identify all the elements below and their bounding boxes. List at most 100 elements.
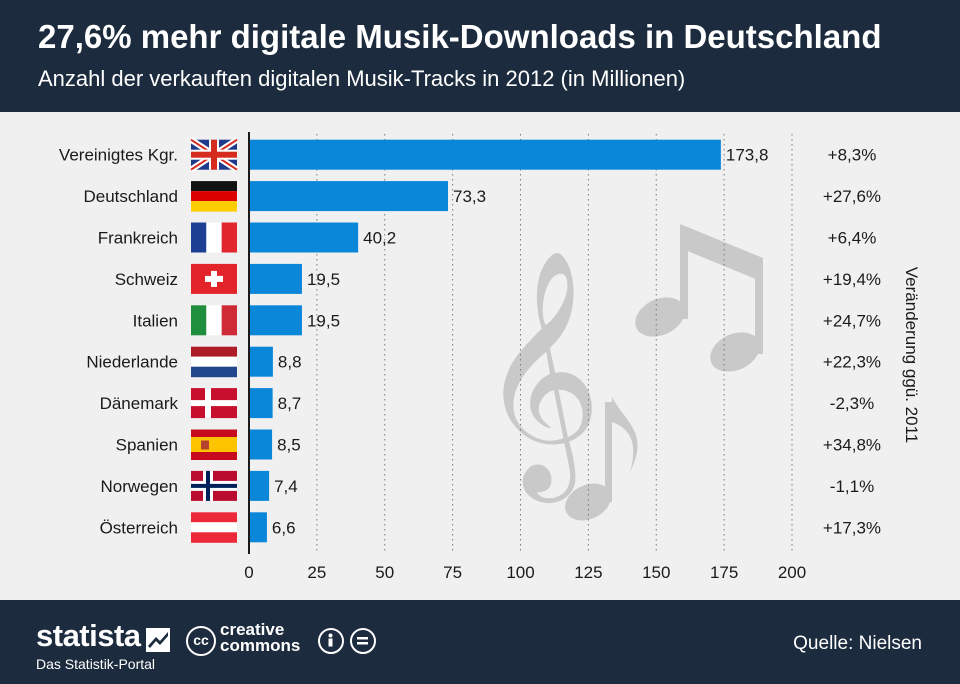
category-label: Italien (133, 311, 178, 330)
change-label: +24,7% (823, 311, 881, 330)
bar (249, 346, 273, 377)
x-tick-label: 150 (642, 563, 670, 582)
flag-part (191, 346, 237, 357)
flag-part (206, 305, 222, 336)
category-label: Norwegen (101, 477, 179, 496)
statista-tagline: Das Statistik-Portal (36, 656, 156, 672)
bar (249, 263, 302, 294)
value-label: 7,4 (274, 477, 298, 496)
value-label: 73,3 (453, 187, 486, 206)
bar (249, 222, 359, 253)
flag-netherlands-icon (191, 346, 237, 378)
note-stem (605, 402, 612, 502)
treble-clef-icon: 𝄞 (478, 247, 602, 503)
note-beam (680, 224, 763, 282)
flag-part (191, 201, 237, 212)
flag-part (201, 440, 209, 450)
flag-austria-icon (191, 512, 237, 543)
change-label: +22,3% (823, 353, 881, 372)
flag-part (221, 222, 237, 253)
change-label: +34,8% (823, 436, 881, 455)
music-notes-decoration: 𝄞 (478, 224, 763, 521)
category-label: Spanien (116, 436, 178, 455)
footer: statista Das Statistik-Portal cc creativ… (0, 600, 960, 684)
category-label: Österreich (100, 518, 178, 537)
flag-part (191, 222, 207, 253)
flag-part (191, 452, 237, 460)
creative-commons-label: creative commons (220, 620, 301, 655)
x-tick-label: 175 (710, 563, 738, 582)
attribution-icon[interactable] (318, 628, 344, 654)
beamed-note-icon (635, 224, 763, 372)
category-label: Niederlande (86, 353, 178, 372)
value-label: 8,7 (278, 394, 302, 413)
flag-part (191, 400, 237, 407)
value-label: 19,5 (307, 270, 340, 289)
cc-label-line-1: creative (220, 620, 285, 639)
flag-norway-icon (191, 470, 237, 501)
music-note-icon (565, 397, 638, 521)
flag-part (206, 222, 222, 253)
bar (249, 139, 721, 170)
x-tick-label: 125 (574, 563, 602, 582)
bar (249, 512, 267, 543)
x-tick-label: 100 (506, 563, 534, 582)
change-label: -2,3% (830, 394, 874, 413)
note-flag (612, 397, 638, 472)
change-label: +8,3% (828, 146, 877, 165)
change-axis-label: Veränderung ggü. 2011 (902, 267, 921, 443)
change-label: +27,6% (823, 187, 881, 206)
change-label: +6,4% (828, 229, 877, 248)
x-tick-label: 75 (443, 563, 462, 582)
flag-part (191, 191, 237, 202)
category-label: Schweiz (115, 270, 178, 289)
note-head (710, 332, 760, 372)
flag-part (205, 275, 223, 282)
value-label: 6,6 (272, 518, 296, 537)
category-label: Deutschland (83, 187, 178, 206)
category-label: Frankreich (98, 229, 178, 248)
flag-germany-icon (191, 181, 237, 212)
creative-commons-icon[interactable]: cc (186, 626, 216, 656)
change-label: -1,1% (830, 477, 874, 496)
chart-area: 𝄞 0 25 50 75 100 125 150 175 200 Vereinigtes Kgr. 1… (0, 112, 960, 600)
cc-label-line-2: commons (220, 636, 301, 655)
flag-part (191, 512, 237, 523)
flag-part (191, 356, 237, 367)
note-stem (680, 227, 688, 319)
value-label: 8,8 (278, 353, 302, 372)
bar (249, 429, 273, 460)
change-label: +19,4% (823, 270, 881, 289)
x-tick-label: 25 (307, 563, 326, 582)
flag-italy-icon (191, 305, 237, 336)
header: 27,6% mehr digitale Musik-Downloads in D… (0, 0, 960, 112)
x-tick-label: 0 (244, 563, 253, 582)
flag-switzerland-icon (191, 263, 237, 294)
bar (249, 388, 273, 419)
source-label: Quelle: Nielsen (793, 633, 922, 654)
flag-part (191, 151, 237, 158)
flag-part (191, 522, 237, 533)
flag-part (221, 305, 237, 336)
flag-spain-icon (191, 429, 237, 460)
change-label: +17,3% (823, 518, 881, 537)
no-derivatives-icon[interactable] (350, 628, 376, 654)
value-label: 8,5 (277, 436, 301, 455)
flag-part (191, 483, 237, 488)
flag-part (191, 429, 237, 437)
bar (249, 181, 449, 212)
flag-part (191, 305, 207, 336)
x-tick-label: 50 (375, 563, 394, 582)
flag-part (191, 532, 237, 543)
value-label: 173,8 (726, 146, 769, 165)
flag-denmark-icon (191, 388, 237, 419)
note-stem (755, 262, 763, 354)
flag-uk-icon (189, 137, 239, 173)
bar (249, 470, 270, 501)
bar-chart: 𝄞 0 25 50 75 100 125 150 175 200 Vereinigtes Kgr. 1… (59, 132, 921, 582)
note-head (635, 297, 685, 337)
bar (249, 305, 302, 336)
statista-logo-mark-icon (146, 628, 170, 652)
page-title: 27,6% mehr digitale Musik-Downloads in D… (38, 18, 882, 55)
statista-logo[interactable]: statista (36, 618, 141, 653)
